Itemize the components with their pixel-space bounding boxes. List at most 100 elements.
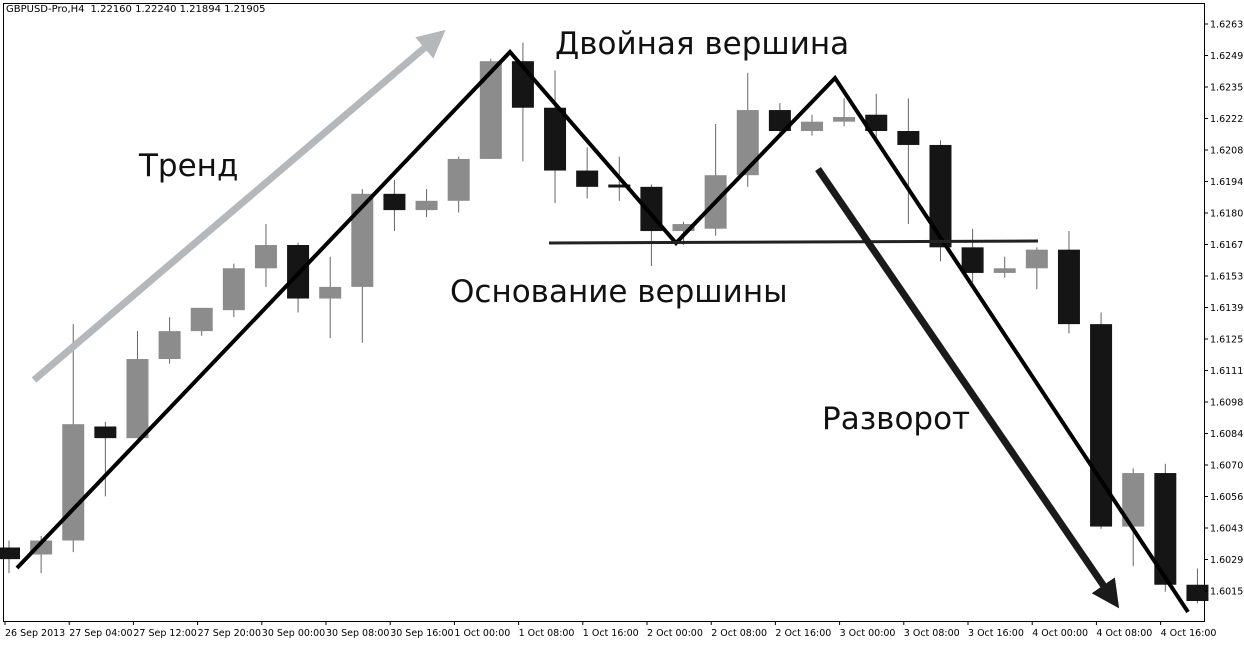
y-tick-label: 1.60980 — [1210, 398, 1244, 409]
candle-body — [447, 158, 470, 201]
x-tick-label: 4 Oct 08:00 — [1096, 628, 1152, 639]
x-tick-label: 1 Oct 16:00 — [583, 628, 639, 639]
candle — [1186, 568, 1209, 604]
y-tick-label: 1.61805 — [1210, 209, 1244, 220]
candle-body — [608, 184, 631, 188]
candle-body — [929, 144, 952, 248]
neckline-label: Основание вершины — [450, 274, 788, 310]
candle-body — [865, 114, 888, 131]
candle-body — [736, 110, 759, 176]
ohlc-values: 1.22160 1.22240 1.21894 1.21905 — [90, 4, 266, 15]
candle-body — [222, 268, 245, 311]
x-tick-label: 30 Sep 00:00 — [262, 628, 325, 639]
x-tick-label: 27 Sep 20:00 — [198, 628, 261, 639]
candle-body — [1090, 324, 1113, 527]
candle — [993, 256, 1016, 278]
x-tick-label: 2 Oct 00:00 — [647, 628, 703, 639]
y-tick-label: 1.61530 — [1210, 272, 1244, 283]
symbol-header: GBPUSD-Pro,H4 1.22160 1.22240 1.21894 1.2… — [6, 4, 272, 15]
candle-body — [94, 426, 117, 439]
y-tick-label: 1.62630 — [1210, 20, 1244, 31]
candle — [94, 421, 117, 497]
candle-body — [897, 130, 920, 145]
double-top-zigzag — [15, 49, 1190, 614]
candles-layer — [0, 42, 1209, 604]
reversal-label: Разворот — [822, 401, 971, 437]
candle-body — [993, 268, 1016, 273]
x-tick-label: 4 Oct 16:00 — [1161, 628, 1217, 639]
candle-body — [0, 547, 20, 560]
y-tick-label: 1.61945 — [1210, 177, 1244, 188]
candle-body — [833, 117, 856, 122]
candle — [415, 189, 438, 218]
candle — [0, 540, 20, 574]
candle — [62, 324, 85, 553]
reversal-arrow — [815, 167, 1120, 609]
candle-body — [158, 331, 181, 360]
candle — [126, 331, 149, 439]
candle-body — [415, 200, 438, 211]
y-tick-label: 1.62355 — [1210, 83, 1244, 94]
x-tick-label: 4 Oct 00:00 — [1032, 628, 1088, 639]
candle — [479, 58, 502, 159]
y-tick-label: 1.62080 — [1210, 146, 1244, 157]
candle — [254, 224, 277, 287]
candle-body — [1186, 584, 1209, 602]
y-tick-label: 1.60565 — [1210, 492, 1244, 503]
candle — [576, 147, 599, 199]
symbol-name: GBPUSD-Pro,H4 — [6, 4, 85, 15]
candle-body — [351, 193, 374, 287]
candle — [1154, 463, 1177, 592]
double-top-label: Двойная вершина — [555, 26, 850, 62]
candle — [158, 317, 181, 364]
candle — [544, 70, 567, 204]
y-tick-label: 1.60290 — [1210, 555, 1244, 566]
y-tick-label: 1.61255 — [1210, 335, 1244, 346]
candle — [704, 124, 727, 236]
candle — [801, 114, 823, 136]
price-axis: 1.62630 1.62495 1.62355 1.62220 1.62080 1.619… — [1204, 20, 1244, 598]
x-tick-label: 26 Sep 2013 — [5, 628, 65, 639]
candle — [929, 140, 952, 262]
candle-body — [319, 286, 342, 299]
candle — [768, 103, 791, 134]
candle-body — [1057, 249, 1080, 325]
candle — [287, 242, 310, 313]
plot-frame — [3, 3, 1205, 622]
y-tick-label: 1.61670 — [1210, 240, 1244, 251]
time-axis: 26 Sep 2013 27 Sep 04:00 27 Sep 12:00 27 Se… — [4, 621, 1217, 639]
candle — [1025, 247, 1048, 290]
x-tick-label: 3 Oct 08:00 — [904, 628, 960, 639]
y-tick-label: 1.62495 — [1210, 51, 1244, 62]
x-tick-label: 3 Oct 00:00 — [840, 628, 896, 639]
x-tick-label: 27 Sep 12:00 — [133, 628, 196, 639]
trend-arrow — [31, 29, 446, 383]
candle — [1057, 231, 1080, 334]
x-tick-label: 30 Sep 16:00 — [390, 628, 453, 639]
candle-body — [768, 110, 791, 131]
neckline — [548, 239, 1039, 245]
y-tick-label: 1.60840 — [1210, 429, 1244, 440]
x-tick-label: 27 Sep 04:00 — [69, 628, 132, 639]
candle-body — [126, 359, 149, 439]
candle-body — [1154, 473, 1177, 585]
candle-body — [961, 247, 984, 273]
x-tick-label: 1 Oct 00:00 — [454, 628, 510, 639]
candle-body — [62, 424, 85, 541]
y-tick-label: 1.60430 — [1210, 524, 1244, 535]
trend-label: Тренд — [139, 148, 239, 184]
candle — [961, 228, 984, 283]
candle-body — [1025, 249, 1048, 269]
candle-body — [190, 307, 213, 332]
x-tick-label: 30 Sep 08:00 — [326, 628, 389, 639]
candle — [222, 263, 245, 318]
x-tick-label: 2 Oct 08:00 — [711, 628, 767, 639]
candle-body — [254, 245, 277, 269]
x-tick-label: 3 Oct 16:00 — [968, 628, 1024, 639]
candle — [1122, 468, 1145, 567]
candle-body — [1122, 473, 1145, 527]
x-tick-label: 2 Oct 16:00 — [775, 628, 831, 639]
y-tick-label: 1.62220 — [1210, 114, 1244, 125]
